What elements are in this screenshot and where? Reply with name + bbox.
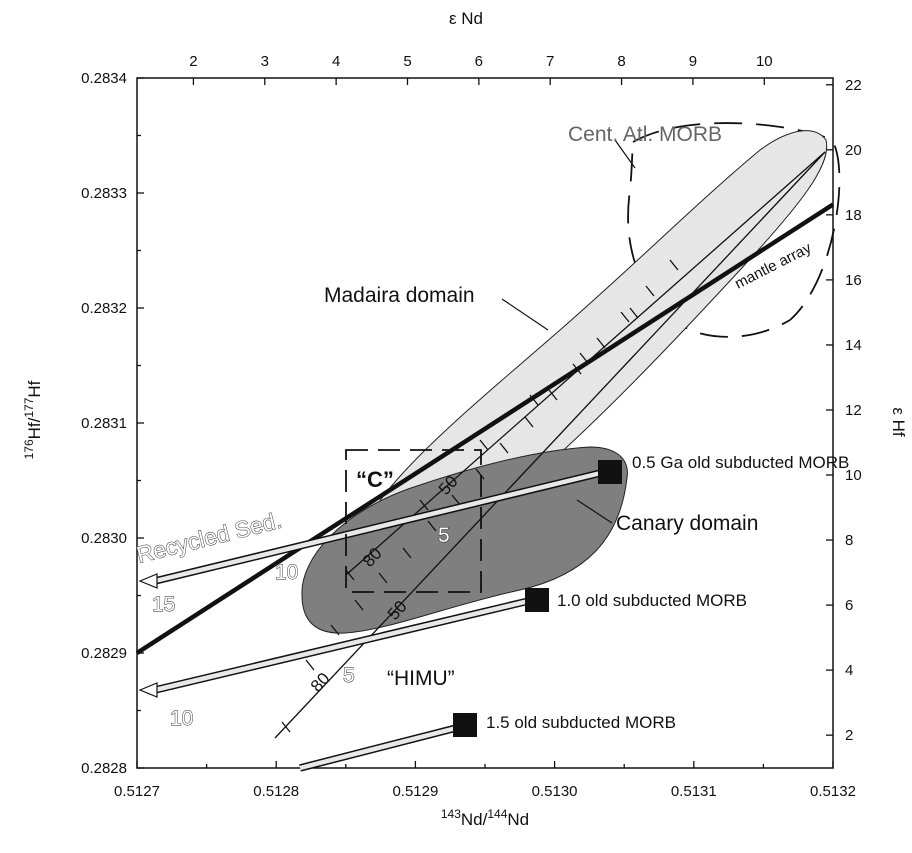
- sed-tick-5a: 5: [438, 524, 450, 547]
- y-tick-label: 0.2834: [81, 70, 127, 87]
- y-tick-label: 0.2830: [81, 530, 127, 547]
- morb-1-0ga-label: 1.0 old subducted MORB: [557, 591, 747, 610]
- morb-1-0ga-marker: [525, 588, 549, 612]
- x-tick-label: 0.5128: [253, 783, 299, 800]
- x-tick-label: 0.5130: [532, 783, 578, 800]
- morb-0-5ga-label: 0.5 Ga old subducted MORB: [632, 453, 849, 472]
- sed-tick-10a: 10: [275, 561, 298, 584]
- mix-tick-80b: 80: [307, 669, 334, 696]
- top-tick-label: 10: [756, 53, 773, 70]
- right-tick-label: 12: [845, 402, 862, 419]
- x-tick-label: 0.5131: [671, 783, 717, 800]
- c-component-box: [345, 449, 482, 593]
- right-tick-label: 18: [845, 207, 862, 224]
- top-tick-label: 4: [332, 53, 340, 70]
- right-tick-label: 10: [845, 467, 862, 484]
- right-axis-title: ε Hf: [889, 407, 908, 437]
- top-axis-title: ε Nd: [449, 9, 483, 28]
- right-tick-label: 4: [845, 662, 853, 679]
- canary-domain-field: [301, 446, 628, 634]
- subducted-morb-arrows: [138, 467, 610, 772]
- y-tick-label: 0.2833: [81, 185, 127, 202]
- c-component-label: “C”: [356, 467, 394, 492]
- canary-domain-label: Canary domain: [616, 512, 758, 535]
- x-tick-label: 0.5129: [392, 783, 438, 800]
- top-tick-label: 3: [261, 53, 269, 70]
- sed-tick-15: 15: [152, 593, 175, 616]
- top-tick-label: 6: [475, 53, 483, 70]
- mantle-array-line: [135, 202, 835, 655]
- subducted-morb-markers: [453, 460, 622, 737]
- x-tick-label: 0.5132: [810, 783, 856, 800]
- right-tick-label: 14: [845, 337, 862, 354]
- central-atlantic-morb-label: Cent. Atl. MORB: [568, 123, 722, 146]
- right-tick-label: 20: [845, 142, 862, 159]
- axis-ticks: 0.5127 0.5128 0.5129 0.5130 0.5131 0.5132 0.28…: [81, 53, 862, 800]
- x-tick-label: 0.5127: [114, 783, 160, 800]
- right-tick-label: 16: [845, 272, 862, 289]
- mixing-curves: [274, 151, 826, 739]
- top-tick-label: 8: [617, 53, 625, 70]
- right-tick-label: 2: [845, 727, 853, 744]
- himu-label: “HIMU”: [387, 667, 455, 690]
- top-tick-label: 7: [546, 53, 554, 70]
- leader-lines: [501, 139, 636, 524]
- top-tick-label: 2: [189, 53, 197, 70]
- y-tick-label: 0.2828: [81, 760, 127, 777]
- top-tick-label: 9: [689, 53, 697, 70]
- morb-0-5ga-marker: [598, 460, 622, 484]
- central-atlantic-morb-field: [627, 122, 841, 338]
- y-tick-label: 0.2832: [81, 300, 127, 317]
- top-tick-label: 5: [403, 53, 411, 70]
- madeira-domain-label: Madaira domain: [324, 284, 475, 307]
- right-tick-label: 22: [845, 77, 862, 94]
- morb-1-5ga-marker: [453, 713, 477, 737]
- right-tick-label: 6: [845, 597, 853, 614]
- sed-tick-10b: 10: [170, 707, 193, 730]
- y-tick-label: 0.2831: [81, 415, 127, 432]
- morb-1-5ga-label: 1.5 old subducted MORB: [486, 713, 676, 732]
- y-tick-label: 0.2829: [81, 645, 127, 662]
- y-axis-title: 176Hf/177Hf: [22, 380, 44, 459]
- x-axis-title: 143Nd/144Nd: [441, 807, 529, 829]
- right-tick-label: 8: [845, 532, 853, 549]
- sed-tick-5b: 5: [343, 664, 355, 687]
